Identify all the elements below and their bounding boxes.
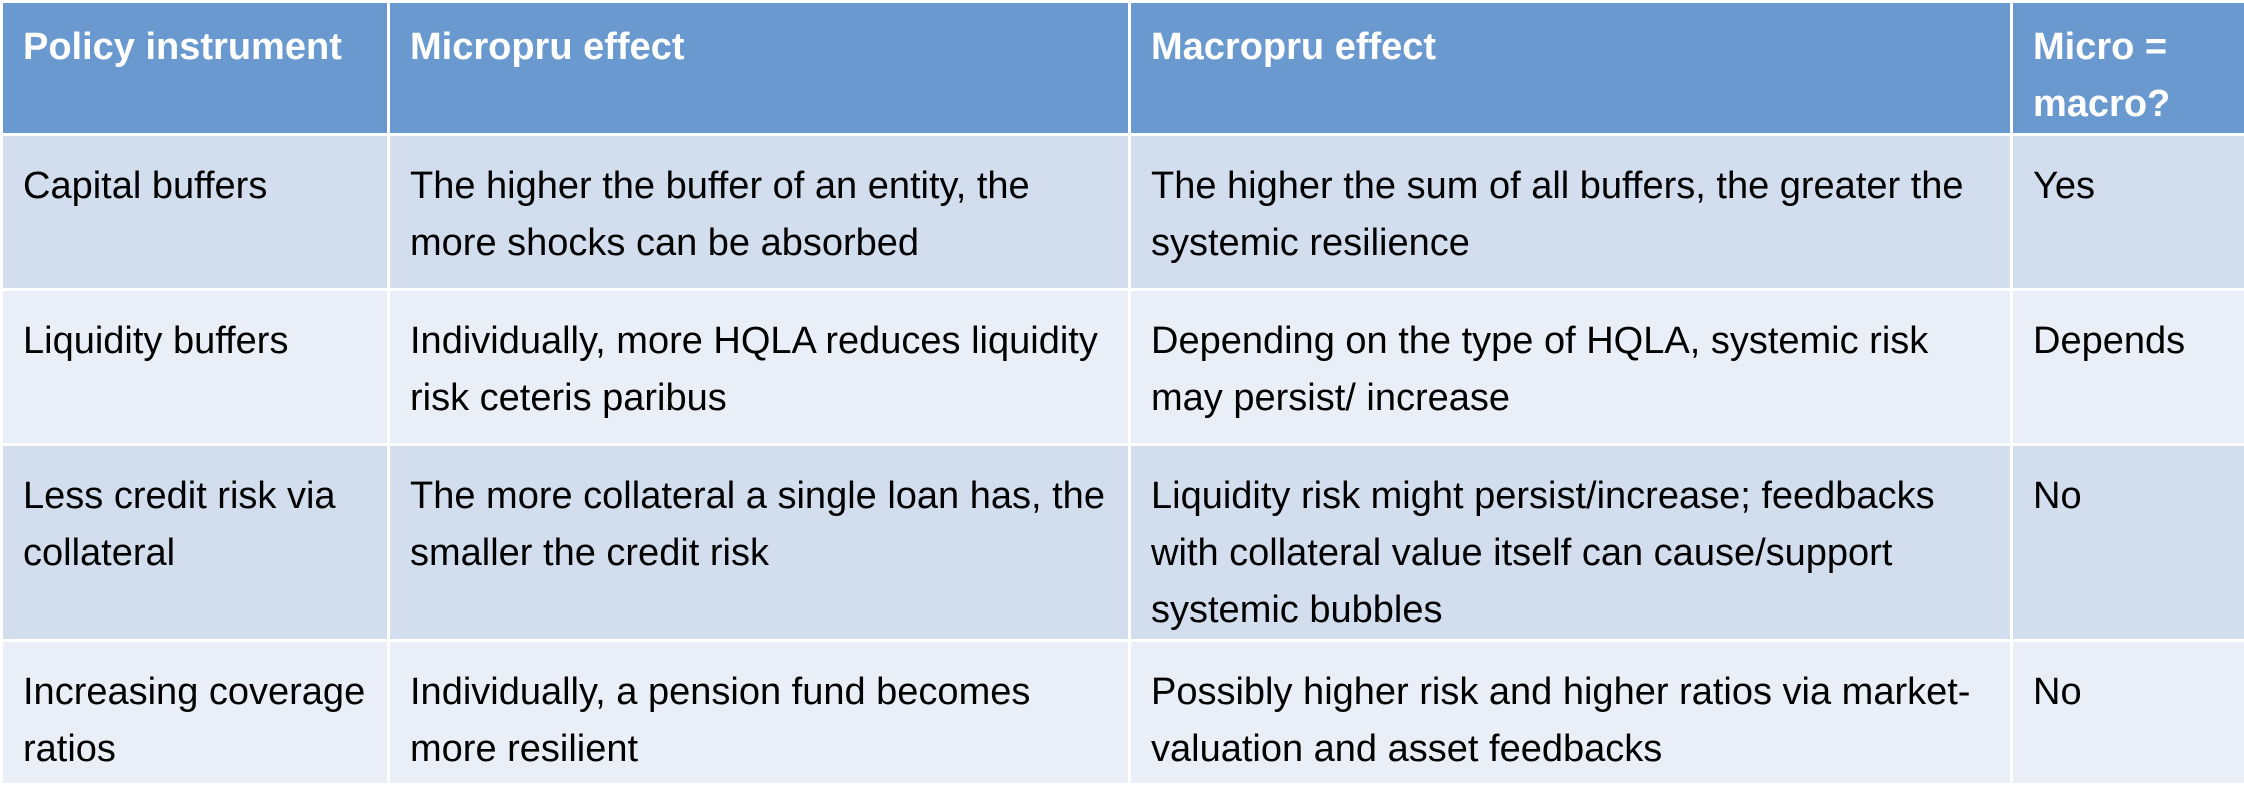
cell-micropru-effect: The higher the buffer of an entity, the … xyxy=(389,135,1130,290)
header-micro-equals-macro: Micro = macro? xyxy=(2012,2,2244,135)
header-macropru-effect: Macropru effect xyxy=(1130,2,2012,135)
cell-policy-instrument: Capital buffers xyxy=(2,135,389,290)
cell-micropru-effect: Individually, more HQLA reduces liquidit… xyxy=(389,290,1130,445)
table-row: Increasing coverage ratios Individually,… xyxy=(2,641,2244,785)
cell-micro-equals-macro: Yes xyxy=(2012,135,2244,290)
header-micropru-effect: Micropru effect xyxy=(389,2,1130,135)
cell-macropru-effect: Depending on the type of HQLA, systemic … xyxy=(1130,290,2012,445)
cell-policy-instrument: Less credit risk via collateral xyxy=(2,445,389,641)
cell-policy-instrument: Liquidity buffers xyxy=(2,290,389,445)
cell-micro-equals-macro: No xyxy=(2012,445,2244,641)
cell-micropru-effect: The more collateral a single loan has, t… xyxy=(389,445,1130,641)
cell-micro-equals-macro: No xyxy=(2012,641,2244,785)
cell-micropru-effect: Individually, a pension fund becomes mor… xyxy=(389,641,1130,785)
table-row: Less credit risk via collateral The more… xyxy=(2,445,2244,641)
cell-macropru-effect: Possibly higher risk and higher ratios v… xyxy=(1130,641,2012,785)
cell-macropru-effect: The higher the sum of all buffers, the g… xyxy=(1130,135,2012,290)
cell-micro-equals-macro: Depends xyxy=(2012,290,2244,445)
header-row: Policy instrument Micropru effect Macrop… xyxy=(2,2,2244,135)
cell-policy-instrument: Increasing coverage ratios xyxy=(2,641,389,785)
table-row: Capital buffers The higher the buffer of… xyxy=(2,135,2244,290)
header-policy-instrument: Policy instrument xyxy=(2,2,389,135)
table-row: Liquidity buffers Individually, more HQL… xyxy=(2,290,2244,445)
cell-macropru-effect: Liquidity risk might persist/increase; f… xyxy=(1130,445,2012,641)
